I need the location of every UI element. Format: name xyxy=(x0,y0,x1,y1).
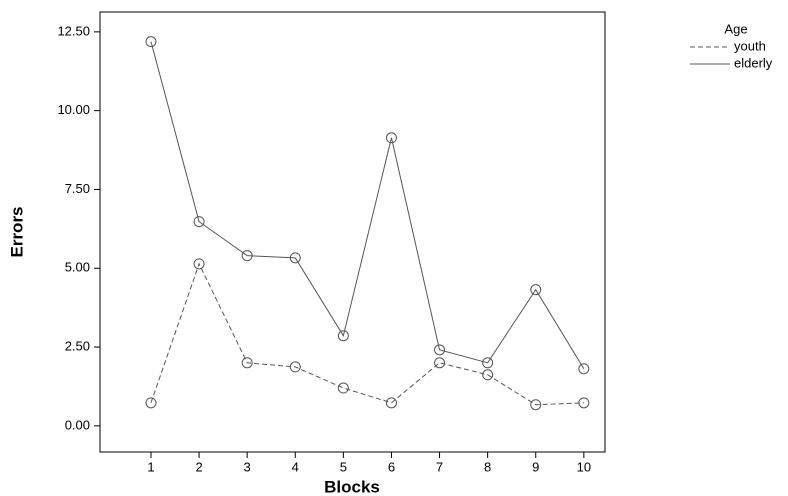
series-line xyxy=(151,264,584,405)
x-tick-label: 2 xyxy=(195,459,202,474)
y-tick-label: 0.00 xyxy=(65,417,90,432)
series-line xyxy=(151,42,584,369)
y-tick-label: 7.50 xyxy=(65,181,90,196)
x-tick-label: 7 xyxy=(436,459,443,474)
x-tick-label: 6 xyxy=(388,459,395,474)
chart: Blocks Errors Age 0.00 2.50 5.00 7.50 10.00 1… xyxy=(0,0,788,496)
legend-title: Age xyxy=(724,21,747,36)
y-tick-label: 5.00 xyxy=(65,260,90,275)
data-point xyxy=(435,358,445,368)
y-tick-label: 10.00 xyxy=(57,102,90,117)
plot-frame xyxy=(100,12,605,452)
legend-label: elderly xyxy=(734,55,773,70)
x-tick-label: 5 xyxy=(340,459,347,474)
y-tick-label: 2.50 xyxy=(65,338,90,353)
x-tick-label: 10 xyxy=(577,459,591,474)
x-axis-title: Blocks xyxy=(324,477,380,496)
x-tick-label: 9 xyxy=(532,459,539,474)
y-axis-title: Errors xyxy=(7,206,26,257)
x-tick-label: 3 xyxy=(244,459,251,474)
x-tick-label: 4 xyxy=(292,459,299,474)
y-tick-label: 12.50 xyxy=(57,23,90,38)
legend-label: youth xyxy=(734,38,766,53)
x-tick-label: 1 xyxy=(147,459,154,474)
data-point xyxy=(338,383,348,393)
x-tick-label: 8 xyxy=(484,459,491,474)
